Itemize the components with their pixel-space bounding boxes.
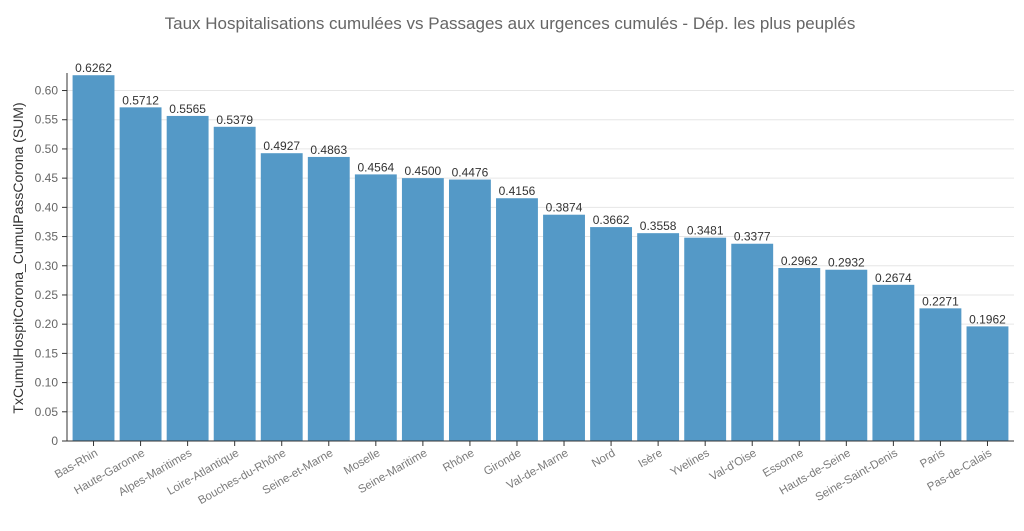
data-label: 0.4564: [357, 160, 394, 174]
bar: [307, 156, 350, 442]
bar: [825, 269, 868, 441]
bar: [448, 179, 491, 441]
x-tick-label: Nord: [590, 447, 618, 470]
x-tick-label: Val-d'Oise: [708, 447, 759, 483]
bar: [778, 267, 821, 441]
data-label: 0.5379: [216, 113, 253, 127]
data-labels: 0.6262 0.5712 0.5565 0.5379 0.4927 0.4863 0.45…: [75, 61, 1006, 326]
data-label: 0.5712: [122, 93, 159, 107]
bar: [637, 233, 680, 441]
y-tick-label: 0.10: [35, 376, 59, 390]
bar: [496, 198, 538, 441]
bar: [872, 284, 915, 441]
bar: [684, 237, 727, 441]
data-label: 0.4500: [405, 164, 442, 178]
data-label: 0.3481: [687, 224, 724, 238]
y-ticks: 0 0.05 0.10 0.15 0.20 0.25 0.30 0.35 0.40 0.45 0.5…: [35, 84, 67, 448]
data-label: 0.4927: [263, 139, 300, 153]
bar: [401, 178, 444, 441]
data-label: 0.4863: [310, 143, 347, 157]
data-label: 0.3662: [593, 213, 630, 227]
data-label: 0.1962: [969, 312, 1006, 326]
y-axis-label: TxCumulHospitCorona_CumulPassCorona (SUM…: [10, 102, 26, 413]
y-tick-label: 0.45: [35, 171, 59, 185]
data-label: 0.3874: [546, 201, 583, 215]
bar: [919, 308, 962, 441]
bar: [119, 107, 162, 441]
y-tick-label: 0.55: [35, 113, 59, 127]
x-tick-label: Bouches-du-Rhône: [196, 447, 288, 507]
data-label: 0.2962: [781, 254, 818, 268]
data-label: 0.3558: [640, 219, 677, 233]
x-tick-label: Paris: [918, 447, 947, 471]
bars: [72, 75, 1009, 442]
data-label: 0.5565: [169, 102, 206, 116]
y-tick-label: 0: [51, 434, 58, 448]
axes: [66, 73, 1014, 442]
y-tick-label: 0.30: [35, 259, 59, 273]
data-label: 0.4476: [452, 166, 489, 180]
bar: [354, 174, 397, 441]
bar: [543, 214, 585, 441]
y-tick-label: 0.40: [35, 200, 59, 214]
grid-lines: [67, 90, 1014, 413]
y-tick-label: 0.05: [35, 405, 59, 419]
data-label: 0.2932: [828, 256, 865, 270]
y-tick-label: 0.60: [35, 84, 59, 98]
data-label: 0.2674: [875, 271, 912, 285]
y-tick-label: 0.15: [35, 346, 59, 360]
bar: [72, 75, 115, 442]
y-tick-label: 0.25: [35, 288, 59, 302]
data-label: 0.2271: [922, 294, 959, 308]
x-tick-label: Seine-Saint-Denis: [814, 447, 900, 504]
y-tick-label: 0.50: [35, 142, 59, 156]
y-tick-label: 0.35: [35, 230, 59, 244]
bar: [590, 227, 633, 441]
data-label: 0.3377: [734, 230, 771, 244]
x-tick-label: Rhône: [441, 447, 476, 474]
bar: [731, 243, 774, 441]
chart-title: Taux Hospitalisations cumulées vs Passag…: [165, 14, 856, 33]
y-tick-label: 0.20: [35, 317, 59, 331]
bar: [260, 153, 303, 442]
bar: [166, 115, 209, 441]
x-ticks: Bas-RhinHaute-GaronneAlpes-MaritimesLoir…: [53, 441, 994, 507]
x-tick-label: Isère: [636, 447, 664, 470]
data-label: 0.4156: [499, 184, 536, 198]
x-tick-label: Yvelines: [669, 447, 712, 479]
bar: [966, 326, 1009, 441]
data-label: 0.6262: [75, 61, 112, 75]
x-tick-label: Moselle: [342, 447, 382, 477]
bar: [213, 126, 256, 441]
